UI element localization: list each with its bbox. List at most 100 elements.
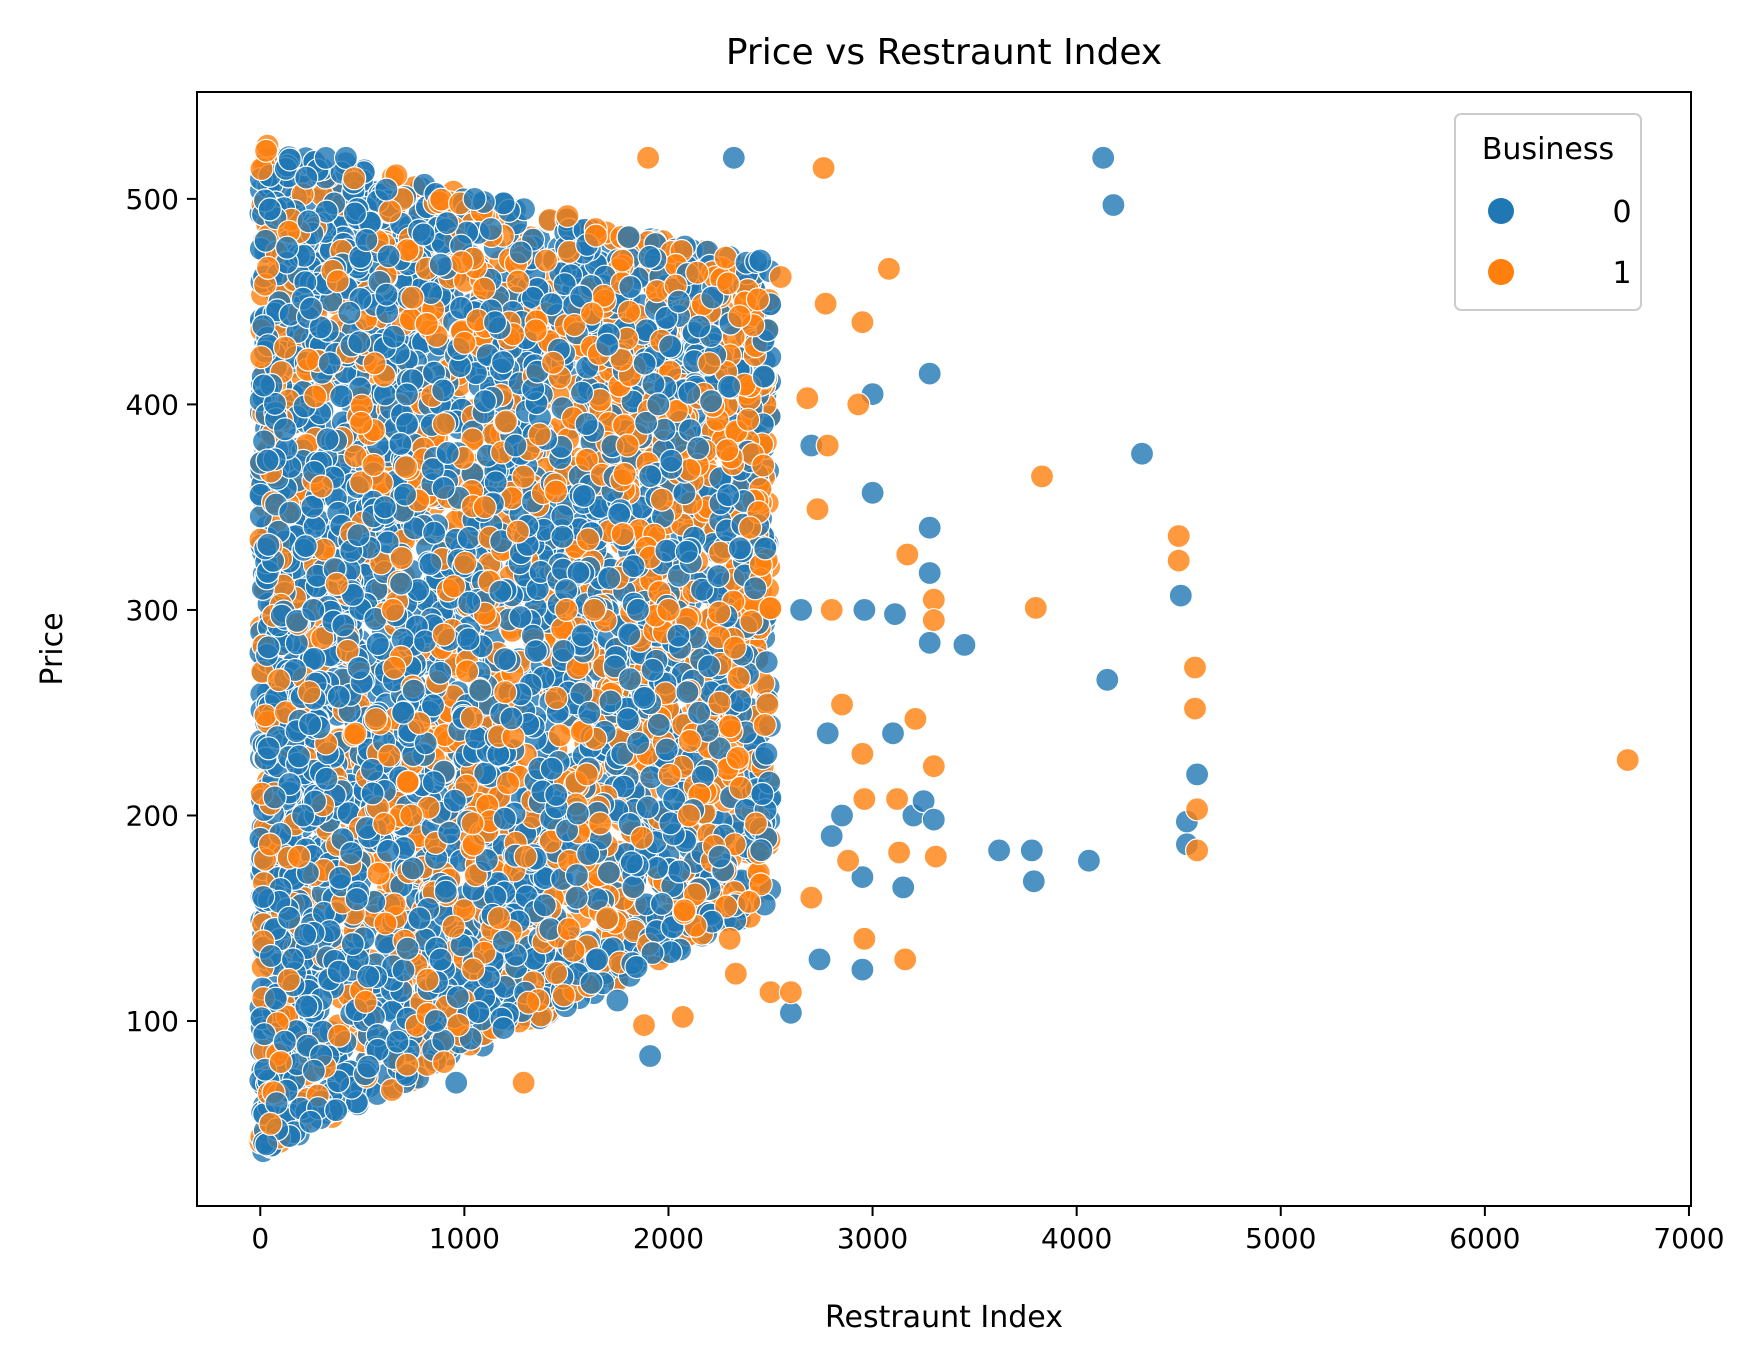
scatter-point-series-0: [491, 929, 516, 954]
scatter-point-series-1: [310, 626, 335, 651]
scatter-point-series-1: [556, 917, 581, 942]
scatter-point-series-0: [421, 770, 446, 795]
scatter-point-series-0: [256, 635, 281, 660]
scatter-point-series-0: [654, 737, 679, 762]
scatter-point-series-0: [374, 177, 399, 202]
scatter-point-series-0: [618, 274, 643, 300]
scatter-point-series-0: [607, 502, 632, 527]
scatter-point-series-0: [428, 660, 453, 685]
scatter-point-series-1: [523, 318, 548, 343]
scatter-point-series-0: [687, 314, 712, 339]
scatter-point-series-1: [707, 600, 732, 625]
scatter-point-series-0: [492, 806, 517, 831]
scatter-point-series-1: [461, 832, 486, 857]
scatter-point-series-1: [505, 269, 531, 294]
scatter-point-series-0: [376, 244, 401, 269]
scatter-point-series-1: [400, 285, 425, 310]
scatter-point-series-0: [340, 931, 365, 957]
scatter-point-series-0: [456, 525, 481, 551]
scatter-point-series-0: [286, 744, 311, 769]
scatter-point-series-1: [725, 745, 751, 771]
scatter-point-series-0: [418, 551, 443, 577]
scatter-point-series-0: [666, 623, 691, 648]
scatter-point-series-0: [293, 533, 318, 559]
scatter-point-series-0: [649, 891, 675, 917]
scatter-point-series-0: [391, 958, 416, 983]
scatter-point-series-0: [635, 795, 660, 820]
scatter-point-series-1: [579, 301, 605, 326]
scatter-point-series-1: [303, 384, 328, 409]
scatter-point-series-1: [455, 659, 480, 684]
scatter-point-series-1: [414, 311, 439, 337]
scatter-point-series-0: [750, 781, 775, 807]
scatter-point-series-0: [277, 147, 302, 172]
scatter-point-series-0: [666, 859, 692, 884]
scatter-point-series-0: [532, 893, 557, 918]
scatter-point-series-1: [717, 714, 743, 739]
scatter-point-series-0: [315, 427, 340, 452]
scatter-point-series-0: [727, 688, 753, 714]
scatter-point-series-1: [431, 412, 456, 437]
scatter-point-series-1: [461, 957, 486, 982]
chart-title: Price vs Restraunt Index: [726, 32, 1162, 73]
scatter-point-series-0: [258, 943, 284, 969]
scatter-point-series-1: [715, 271, 741, 296]
scatter-point-series-0: [751, 364, 776, 389]
scatter-point-series-1: [547, 723, 573, 748]
scatter-point-series-1: [255, 255, 281, 280]
scatter-point-series-0: [672, 481, 697, 506]
scatter-point-series-0: [437, 820, 462, 845]
scatter-point-series-1: [249, 345, 274, 370]
scatter-point-series-1: [378, 199, 403, 224]
scatter-point-series-0: [313, 145, 338, 170]
scatter-point-series-0: [393, 482, 418, 507]
scatter-point-series-1: [460, 811, 485, 836]
scatter-point-series-1: [327, 1023, 352, 1048]
scatter-point-series-0: [385, 1029, 410, 1054]
scatter-point-series-1: [266, 668, 292, 693]
scatter-point-series-1: [752, 712, 777, 738]
scatter-point-series-0: [492, 646, 517, 672]
scatter-point-series-0: [641, 371, 666, 397]
scatter-point-series-1: [511, 464, 536, 489]
scatter-point-series-0: [569, 380, 595, 405]
scatter-point-series-0: [646, 712, 671, 738]
scatter-point-series-0: [597, 566, 622, 591]
scatter-point-series-0: [640, 657, 665, 682]
scatter-point-series-1: [735, 407, 761, 432]
scatter-point-series-0: [433, 879, 458, 904]
scatter-point-series-1: [366, 861, 391, 886]
scatter-point-series-1: [496, 771, 521, 796]
scatter-point-series-1: [254, 138, 279, 163]
scatter-point-series-0: [677, 380, 702, 405]
scatter-point-series-0: [743, 576, 768, 601]
scatter-point-series-0: [253, 228, 278, 253]
dense-point-cloud: [248, 133, 783, 1164]
scatter-point-series-0: [616, 225, 641, 250]
scatter-point-series-1: [343, 721, 368, 746]
scatter-point-series-1: [544, 685, 569, 711]
scatter-point-series-0: [389, 571, 414, 596]
scatter-point-series-0: [754, 649, 779, 675]
scatter-point-series-0: [337, 300, 362, 325]
scatter-point-series-1: [629, 825, 654, 850]
scatter-point-series-0: [539, 292, 564, 317]
scatter-point-series-1: [737, 889, 762, 915]
plot-area: [248, 133, 1640, 1164]
scatter-point-series-0: [753, 536, 778, 561]
scatter-point-series-1: [377, 743, 402, 768]
scatter-point-series-1: [349, 410, 374, 435]
scatter-point-series-1: [755, 692, 780, 717]
scatter-point-series-0: [456, 627, 481, 652]
scatter-point-series-1: [441, 914, 466, 939]
scatter-point-series-0: [400, 856, 425, 881]
scatter-point-series-1: [728, 775, 753, 801]
scatter-point-series-1: [449, 250, 474, 275]
scatter-point-series-0: [696, 654, 722, 679]
scatter-point-series-0: [365, 631, 390, 657]
scatter-point-series-0: [466, 999, 491, 1025]
scatter-point-series-1: [713, 245, 738, 270]
scatter-point-series-0: [626, 730, 651, 756]
scatter-point-series-0: [374, 282, 399, 307]
